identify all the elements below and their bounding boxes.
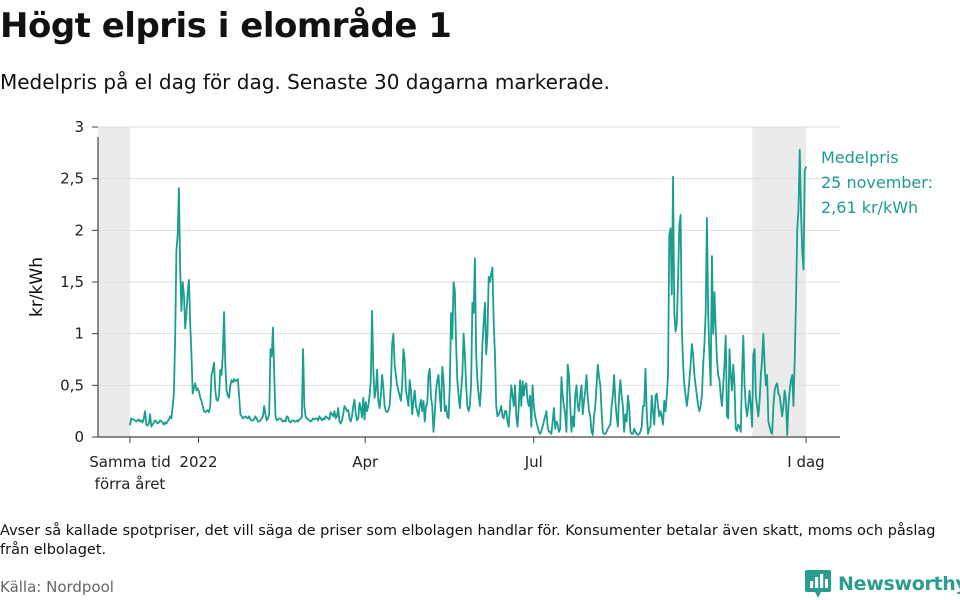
page-subtitle: Medelpris på el dag för dag. Senaste 30 …: [0, 70, 610, 94]
brand-name: Newsworthy: [838, 573, 960, 595]
y-tick-label: 1: [74, 325, 84, 343]
price-line-chart: 0 0,5 1 1,5 2 2,5 3 Samma tid förra året 2022 Apr J…: [27, 118, 933, 493]
y-tick-label: 3: [74, 118, 84, 136]
newsworthy-brand[interactable]: Newsworthy: [804, 568, 960, 600]
y-axis-title: kr/kWh: [27, 257, 47, 317]
series-line-medelpris: [129, 148, 807, 436]
y-tick-label: 1,5: [60, 273, 84, 291]
x-tick-label: I dag: [787, 453, 824, 471]
y-tick-label: 2,5: [60, 170, 84, 188]
last-value-annotation: Medelpris 25 november: 2,61 kr/kWh: [821, 148, 933, 217]
footnote: Avser så kallade spotpriser, det vill sä…: [0, 523, 936, 558]
y-tick-label: 0,5: [60, 376, 84, 394]
page-title: Högt elpris i elområde 1: [0, 6, 452, 46]
y-tick-label: 0: [74, 428, 84, 446]
x-tick-label: Jul: [524, 453, 543, 471]
x-tick-label: Samma tid förra året: [89, 453, 170, 493]
x-tick-label: 2022: [179, 453, 217, 471]
y-tick-label: 2: [74, 221, 84, 239]
newsworthy-logo-icon: [805, 570, 831, 598]
x-tick-label: Apr: [352, 453, 379, 471]
source-credit: Källa: Nordpool: [0, 578, 114, 596]
